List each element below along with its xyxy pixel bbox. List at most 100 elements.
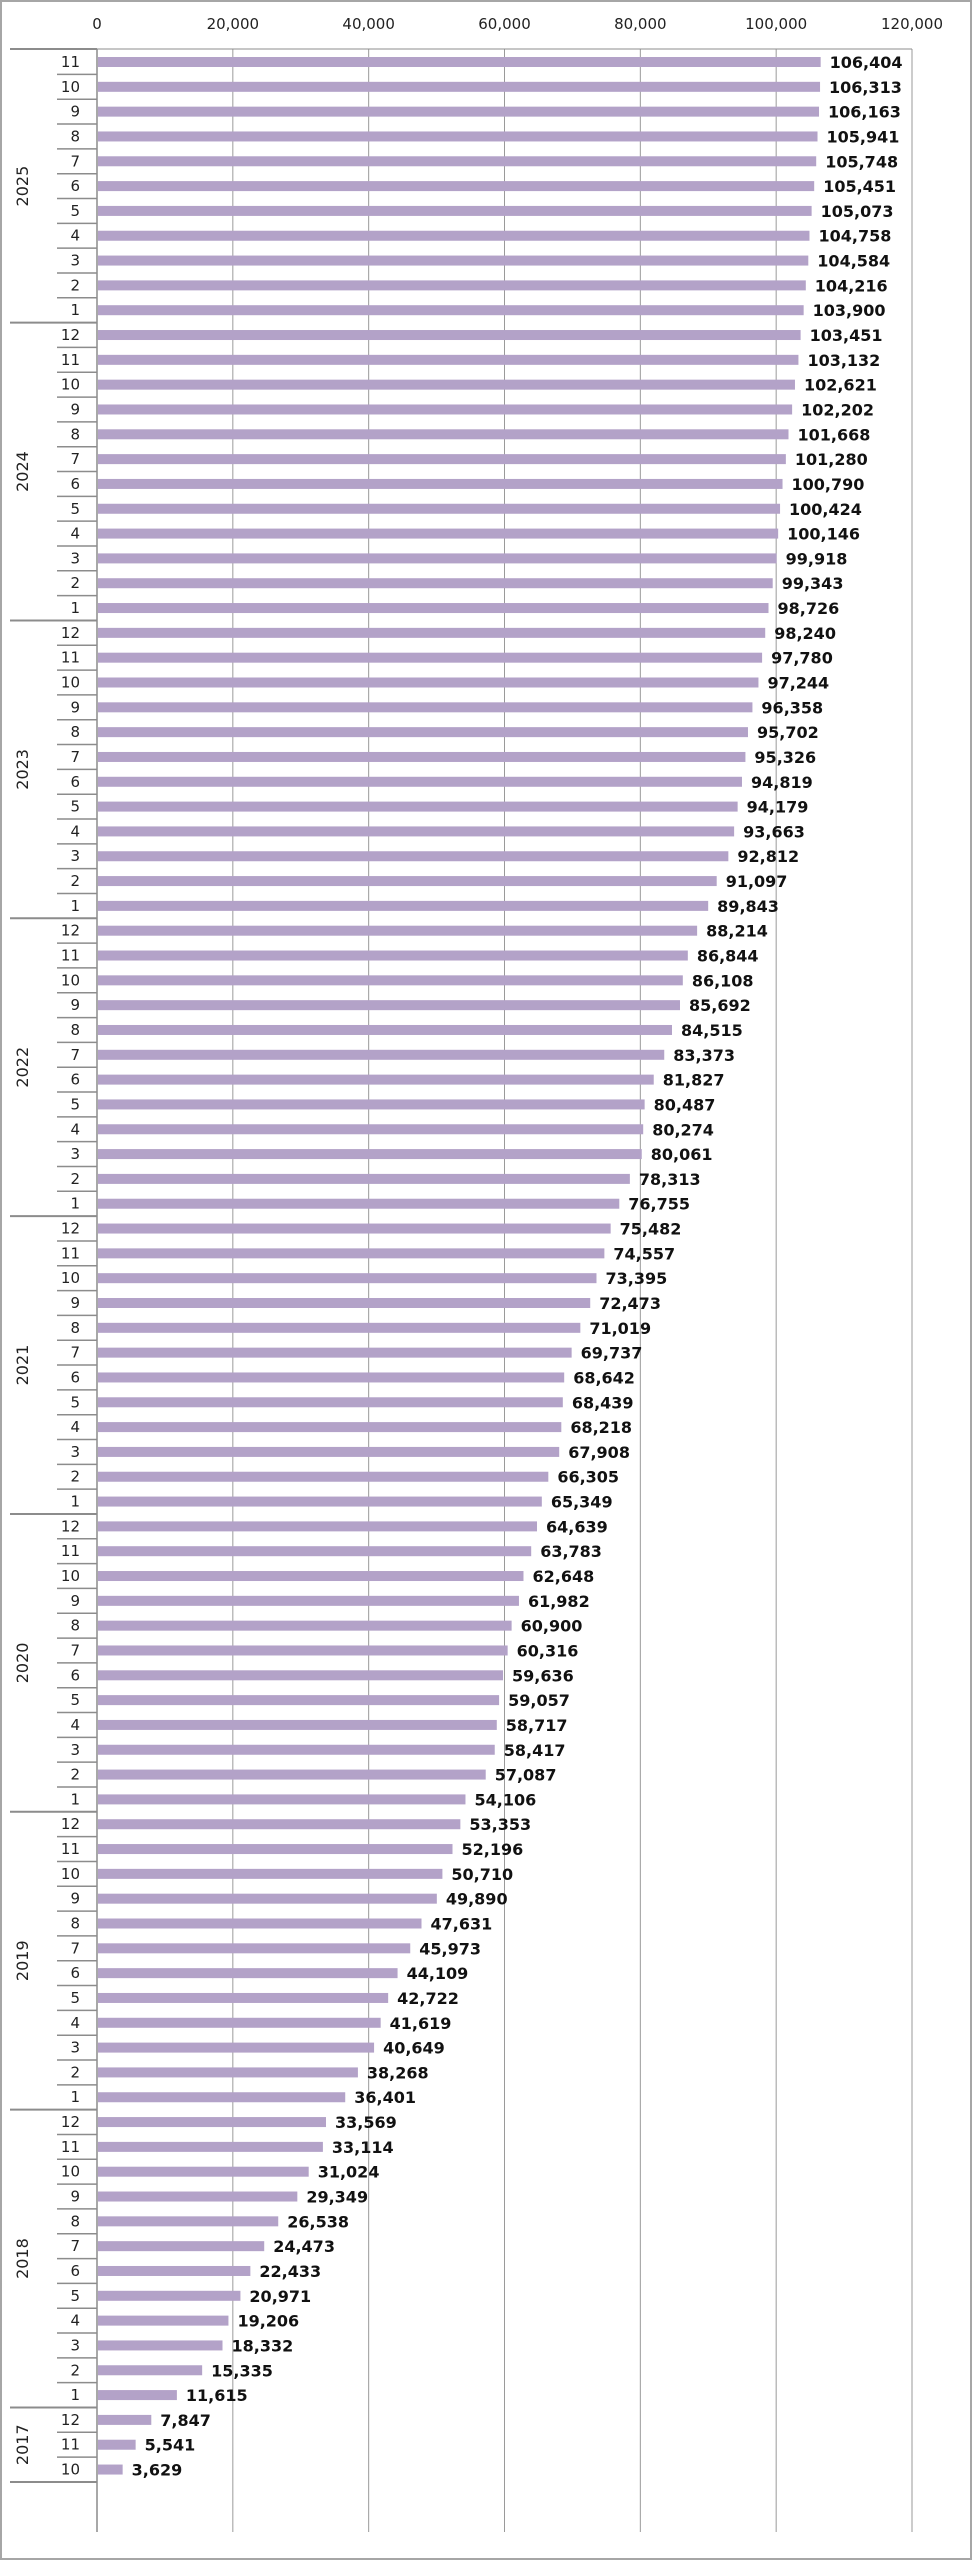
bar (98, 1769, 486, 1780)
month-label: 7 (70, 1344, 80, 1362)
month-label: 4 (70, 2312, 80, 2330)
month-label: 2 (70, 1468, 80, 1486)
month-label: 5 (70, 1095, 80, 1113)
bar (98, 503, 781, 514)
month-label: 6 (70, 475, 80, 493)
bar (98, 751, 746, 762)
bar (98, 2464, 123, 2475)
month-label: 10 (61, 2461, 80, 2479)
month-label: 8 (70, 2212, 80, 2230)
data-label: 44,109 (407, 1964, 469, 1983)
bar (98, 553, 777, 564)
data-label: 105,073 (821, 202, 894, 221)
month-label: 10 (61, 1269, 80, 1287)
bar (98, 1521, 538, 1532)
bar (98, 801, 738, 812)
data-label: 80,487 (654, 1095, 716, 1114)
data-label: 36,401 (354, 2088, 416, 2107)
bar (98, 876, 717, 887)
month-label: 5 (70, 500, 80, 518)
month-label: 12 (61, 1815, 80, 1833)
bar (98, 379, 795, 390)
bar (98, 2414, 152, 2425)
month-label: 12 (61, 326, 80, 344)
month-label: 5 (70, 2287, 80, 2305)
bar (98, 1446, 560, 1457)
bar (98, 1794, 466, 1805)
bar (98, 851, 729, 862)
data-label: 53,353 (469, 1815, 531, 1834)
bar (98, 1074, 654, 1085)
month-label: 5 (70, 1989, 80, 2007)
month-label: 6 (70, 1071, 80, 1089)
data-label: 73,395 (605, 1269, 667, 1288)
bar (98, 1124, 644, 1135)
month-label: 10 (61, 376, 80, 394)
data-label: 106,163 (828, 103, 901, 122)
month-label: 1 (70, 301, 80, 319)
month-label: 1 (70, 1790, 80, 1808)
month-label: 11 (61, 1244, 80, 1262)
bar (98, 2365, 203, 2376)
month-label: 5 (70, 798, 80, 816)
month-label: 10 (61, 1865, 80, 1883)
month-label: 2 (70, 1170, 80, 1188)
data-label: 97,780 (771, 649, 833, 668)
bar (98, 2191, 298, 2202)
data-label: 68,218 (570, 1418, 632, 1437)
month-label: 8 (70, 1617, 80, 1635)
data-label: 74,557 (613, 1244, 675, 1263)
data-label: 88,214 (706, 922, 768, 941)
data-label: 105,748 (825, 152, 898, 171)
month-label: 12 (61, 2113, 80, 2131)
bar (98, 205, 812, 216)
bar (98, 2290, 241, 2301)
bar (98, 1149, 642, 1160)
bar (98, 1595, 519, 1606)
bar (98, 354, 799, 365)
data-label: 59,636 (512, 1666, 574, 1685)
month-label: 9 (70, 1592, 80, 1610)
data-label: 60,900 (521, 1617, 583, 1636)
month-label: 9 (70, 103, 80, 121)
bar (98, 1968, 398, 1979)
bar (98, 330, 801, 341)
data-label: 7,847 (160, 2411, 211, 2430)
bar (98, 57, 821, 67)
data-label: 103,900 (813, 301, 886, 320)
data-label: 105,451 (823, 177, 896, 196)
bar (98, 603, 769, 614)
bar (98, 950, 688, 961)
bar (98, 578, 773, 589)
x-tick-label: 60,000 (478, 15, 531, 33)
bar (98, 2042, 375, 2053)
month-label: 6 (70, 1964, 80, 1982)
year-label: 2023 (13, 749, 32, 790)
month-label: 4 (70, 2014, 80, 2032)
data-label: 11,615 (186, 2386, 248, 2405)
bar (98, 1422, 562, 1433)
month-label: 4 (70, 1418, 80, 1436)
bar (98, 1670, 504, 1681)
month-label: 1 (70, 2386, 80, 2404)
year-label: 2022 (13, 1047, 32, 1088)
data-label: 58,417 (504, 1741, 566, 1760)
bar (98, 677, 759, 688)
month-label: 2 (70, 574, 80, 592)
bar (98, 2067, 358, 2078)
data-label: 86,844 (697, 947, 759, 966)
data-label: 105,941 (827, 127, 900, 146)
month-label: 11 (61, 649, 80, 667)
data-label: 45,973 (419, 1939, 481, 1958)
bar (98, 1372, 565, 1383)
month-label: 11 (61, 351, 80, 369)
x-tick-label: 100,000 (745, 15, 807, 33)
month-label: 2 (70, 2361, 80, 2379)
data-label: 49,890 (446, 1890, 508, 1909)
data-label: 86,108 (692, 971, 754, 990)
month-label: 6 (70, 1666, 80, 1684)
bar (98, 2340, 223, 2351)
data-label: 101,280 (795, 450, 868, 469)
data-label: 71,019 (589, 1319, 651, 1338)
month-label: 11 (61, 2138, 80, 2156)
